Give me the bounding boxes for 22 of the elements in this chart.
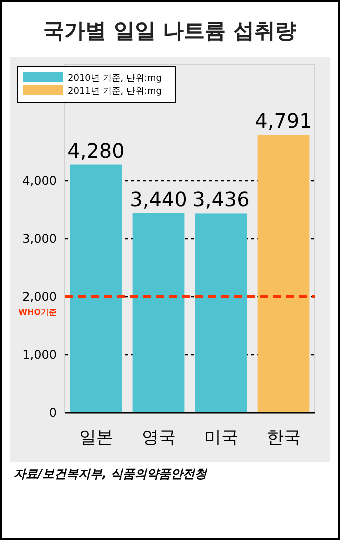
legend-label: 2010년 기준, 단위:mg [68, 74, 162, 84]
y-tick-label: 0 [49, 406, 57, 420]
x-tick-label: 영국 [142, 428, 176, 448]
data-label: 4,280 [68, 138, 125, 163]
data-label: 4,791 [255, 109, 312, 134]
y-tick-label: 3,000 [22, 232, 57, 246]
chart-title: 국가별 일일 나트륨 섭취량 [44, 19, 296, 43]
bar [70, 164, 122, 413]
y-tick-label: 4,000 [22, 174, 57, 188]
bar [132, 213, 185, 413]
data-label: 3,436 [192, 188, 250, 212]
legend-label: 2011년 기준, 단위:mg [68, 87, 162, 97]
bar [258, 135, 310, 413]
data-label: 3,440 [130, 187, 188, 212]
y-tick-label: 2,000 [22, 290, 57, 304]
x-tick-label: 일본 [79, 428, 114, 448]
bar [195, 214, 248, 413]
x-tick-label: 미국 [204, 428, 238, 448]
x-tick-label: 한국 [266, 428, 301, 448]
y-tick-label: 1,000 [22, 348, 57, 362]
text: 자료/보건복지부, 식품의약품안전청 [14, 467, 208, 481]
ref-line-label: WHO기준 [18, 308, 57, 317]
